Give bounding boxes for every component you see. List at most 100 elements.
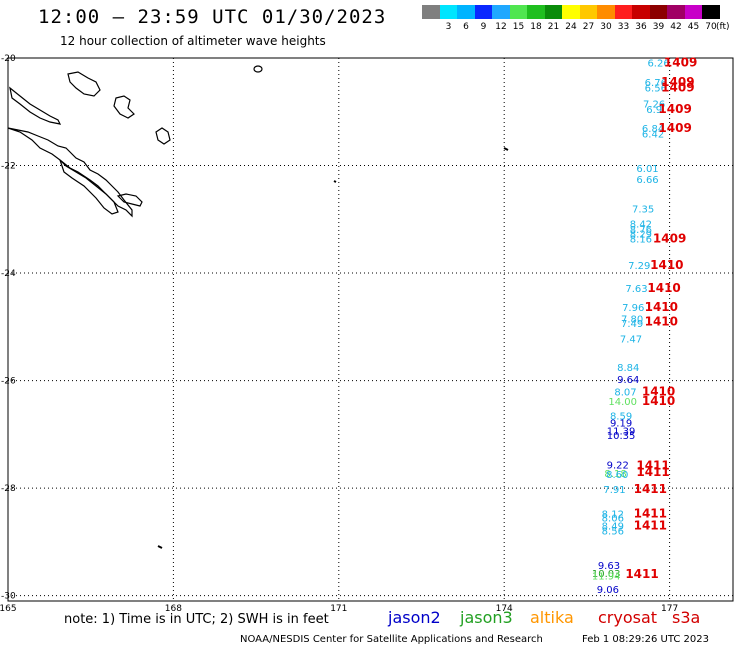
wave-height-label: 8.16 bbox=[630, 235, 652, 246]
scale-swatch bbox=[684, 5, 703, 19]
scale-swatch bbox=[649, 5, 668, 19]
wave-height-label: 7.91 bbox=[603, 485, 625, 496]
wave-height-label: 7.63 bbox=[625, 284, 647, 295]
scale-swatch bbox=[667, 5, 685, 19]
wave-height-label: 6.76 bbox=[645, 78, 667, 89]
satellite-legend-jason2: jason2 bbox=[388, 608, 441, 627]
wave-height-label: 9.22 bbox=[607, 460, 629, 471]
scale-label: 70 bbox=[705, 22, 717, 32]
norfolk-marker bbox=[157, 545, 163, 549]
wave-height-label: 8.06 bbox=[602, 514, 624, 525]
scale-label: 15 bbox=[512, 22, 525, 32]
loyalty-island-3 bbox=[155, 127, 171, 145]
scale-label: 21 bbox=[547, 22, 560, 32]
grid-lines bbox=[8, 58, 733, 601]
scale-label: 6 bbox=[463, 22, 469, 32]
hunter-islet bbox=[503, 147, 509, 151]
wave-height-label: 6.9 bbox=[646, 105, 662, 116]
wave-height-observations: 6.26 6.766.56 7.266.9 6.846.42 6.016.66 7.35 8… bbox=[592, 58, 670, 596]
wave-height-label: 6.66 bbox=[636, 175, 658, 186]
wave-height-label: 11.94 bbox=[592, 572, 621, 583]
scale-label: 36 bbox=[635, 22, 647, 32]
scale-label: 45 bbox=[687, 22, 700, 32]
pass-number-label: 1409 bbox=[653, 232, 686, 246]
pass-number-label: 1411 bbox=[634, 519, 667, 533]
scale-label: 24 bbox=[565, 22, 577, 32]
wave-height-label: 9.06 bbox=[597, 585, 619, 596]
new-caledonia-coastline bbox=[7, 127, 133, 218]
matthew-islet bbox=[333, 180, 337, 183]
lat-tick-label: -24 bbox=[1, 269, 16, 279]
loyalty-island-2 bbox=[113, 95, 135, 119]
satellite-legend-altika: altika bbox=[530, 608, 574, 627]
pass-number-label: 1409 bbox=[664, 55, 697, 69]
scale-swatch bbox=[422, 5, 440, 19]
scale-swatch bbox=[597, 5, 615, 19]
wave-height-label: 6.42 bbox=[642, 129, 664, 140]
pass-number-label: 1409 bbox=[661, 81, 694, 95]
satellite-legend-cryosat: cryosat bbox=[598, 608, 658, 627]
lon-tick-label: 177 bbox=[661, 604, 678, 614]
pass-number-label: 1410 bbox=[645, 300, 678, 314]
wave-height-label: 10.03 bbox=[592, 569, 621, 580]
scale-swatch bbox=[632, 5, 650, 19]
scale-swatch bbox=[439, 5, 458, 19]
satellite-legend-jason3: jason3 bbox=[460, 608, 513, 627]
pass-number-label: 1411 bbox=[636, 459, 669, 473]
scale-label: 39 bbox=[652, 22, 665, 32]
footer-generated-date: Feb 1 08:29:26 UTC 2023 bbox=[582, 634, 709, 645]
loyalty-island-1 bbox=[67, 71, 101, 97]
map-subtitle: 12 hour collection of altimeter wave hei… bbox=[60, 34, 326, 48]
wave-height-label: 8.07 bbox=[614, 387, 636, 398]
wave-height-label: 8.29 bbox=[630, 229, 652, 240]
wave-height-label: 9.64 bbox=[617, 375, 639, 386]
wave-height-label: 14.00 bbox=[608, 397, 637, 408]
scale-swatch bbox=[457, 5, 475, 19]
scale-swatch bbox=[474, 5, 493, 19]
scale-swatch bbox=[614, 5, 633, 19]
lat-tick-label: -20 bbox=[1, 54, 16, 64]
scale-swatch bbox=[702, 5, 720, 19]
pass-number-label: 1409 bbox=[658, 102, 691, 116]
scale-label: 9 bbox=[480, 22, 487, 32]
wave-height-label: 7.35 bbox=[632, 205, 654, 216]
pass-number-label: 1410 bbox=[645, 314, 678, 328]
wave-height-label: 6.56 bbox=[645, 84, 667, 95]
wave-height-label: 7.47 bbox=[620, 335, 642, 346]
wave-height-label: 8.49 bbox=[602, 522, 624, 533]
pass-number-label: 1411 bbox=[634, 506, 667, 520]
wave-height-label: 8.59 bbox=[610, 412, 632, 423]
wave-height-label: 11.39 bbox=[607, 427, 636, 438]
scale-label: 18 bbox=[530, 22, 542, 32]
pass-number-label: 1410 bbox=[647, 281, 680, 295]
legend-note: note: 1) Time is in UTC; 2) SWH is in fe… bbox=[64, 612, 329, 627]
wave-height-label: 7.80 bbox=[621, 315, 643, 326]
scale-label: 33 bbox=[617, 22, 630, 32]
wave-height-label: 8.84 bbox=[617, 363, 639, 374]
satellite-legend-s3a: s3a bbox=[672, 608, 701, 627]
scale-label: 3 bbox=[445, 22, 452, 32]
lat-tick-label: -30 bbox=[1, 592, 16, 602]
wave-height-label: 9.63 bbox=[598, 561, 620, 572]
scale-swatch bbox=[492, 5, 510, 19]
scale-label: 42 bbox=[670, 22, 682, 32]
wave-height-label: 7.49 bbox=[621, 319, 643, 330]
wave-height-label: 7.26 bbox=[643, 100, 665, 111]
scale-swatch bbox=[544, 5, 563, 19]
lon-tick-label: 174 bbox=[496, 604, 513, 614]
wave-height-label: 10.35 bbox=[607, 431, 636, 442]
map-title: 12:00 — 23:59 UTC 01/30/2023 bbox=[38, 6, 387, 28]
pass-number-label: 1411 bbox=[636, 465, 669, 479]
scale-label: 12 bbox=[495, 22, 507, 32]
pass-number-labels: 1409140914091409140914091410141014101410… bbox=[625, 55, 697, 581]
wave-height-label: 7.29 bbox=[628, 261, 650, 272]
lat-tick-label: -22 bbox=[1, 162, 16, 172]
wave-height-label: 6.01 bbox=[636, 164, 658, 175]
pass-number-label: 1411 bbox=[625, 567, 658, 581]
pass-number-label: 1409 bbox=[658, 121, 691, 135]
walpole-island bbox=[253, 65, 263, 73]
scale-label: 30 bbox=[600, 22, 612, 32]
wave-height-label: 7.96 bbox=[622, 303, 644, 314]
lat-tick-label: -26 bbox=[1, 377, 16, 387]
